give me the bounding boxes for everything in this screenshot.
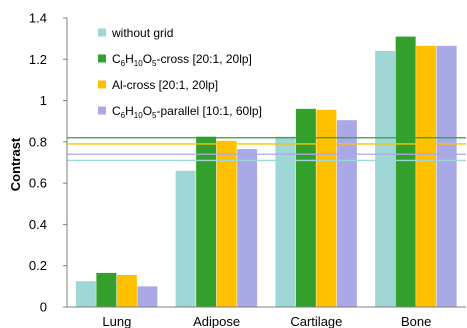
legend-label-3: Al-cross [20:1, 20lp] xyxy=(112,78,218,92)
bar-bone-series-2 xyxy=(395,36,416,307)
bar-lung-series-1 xyxy=(75,281,96,307)
legend-label-1: without grid xyxy=(111,26,173,40)
x-tick-label-adipose: Adipose xyxy=(193,314,240,328)
y-tick-label: 1.2 xyxy=(29,52,47,67)
bar-adipose-series-2 xyxy=(196,136,217,307)
y-tick-label: 1.4 xyxy=(29,11,47,26)
y-tick-label: 0 xyxy=(40,300,47,315)
bar-cartilage-series-2 xyxy=(295,108,316,307)
legend-swatch-3 xyxy=(98,80,106,89)
axes-layer xyxy=(66,18,466,308)
x-tick-label-lung: Lung xyxy=(102,314,131,328)
bars-layer xyxy=(75,36,457,308)
bar-cartilage-series-1 xyxy=(275,136,296,307)
bar-lung-series-4 xyxy=(137,286,158,307)
legend-swatch-4 xyxy=(98,106,106,115)
bar-adipose-series-1 xyxy=(175,170,196,307)
legend-swatch-1 xyxy=(98,28,106,37)
y-ticks-layer: 0 0.2 0.4 0.6 0.8 1 1.2 1.4 xyxy=(29,11,67,315)
bar-lung-series-2 xyxy=(96,272,117,307)
bar-adipose-series-3 xyxy=(216,140,237,307)
reference-lines-layer xyxy=(67,137,466,162)
y-axis-title: Contrast xyxy=(8,137,23,191)
y-tick-label: 0.4 xyxy=(29,217,47,232)
bar-bone-series-3 xyxy=(416,45,437,308)
legend-label-2: C6H10O5-cross [20:1, 20lp] xyxy=(112,52,252,68)
bar-adipose-series-4 xyxy=(237,149,258,307)
x-tick-label-bone: Bone xyxy=(401,314,431,328)
y-tick-label: 0.8 xyxy=(29,134,47,149)
bar-cartilage-series-3 xyxy=(316,109,337,307)
y-tick-label: 1 xyxy=(40,93,47,108)
x-tick-label-cartilage: Cartilage xyxy=(290,314,342,328)
x-ticks-layer: Lung Adipose Cartilage Bone xyxy=(102,314,431,328)
legend: without grid C6H10O5-cross [20:1, 20lp] Al… xyxy=(98,26,262,120)
y-tick-label: 0.2 xyxy=(29,258,47,273)
legend-swatch-2 xyxy=(98,54,106,63)
bar-bone-series-1 xyxy=(375,51,396,307)
legend-label-4: C6H10O5-parallel [10:1, 60lp] xyxy=(112,104,262,120)
bar-lung-series-3 xyxy=(116,275,137,307)
bar-cartilage-series-4 xyxy=(336,120,357,308)
bar-bone-series-4 xyxy=(436,45,457,308)
y-tick-label: 0.6 xyxy=(29,176,47,191)
